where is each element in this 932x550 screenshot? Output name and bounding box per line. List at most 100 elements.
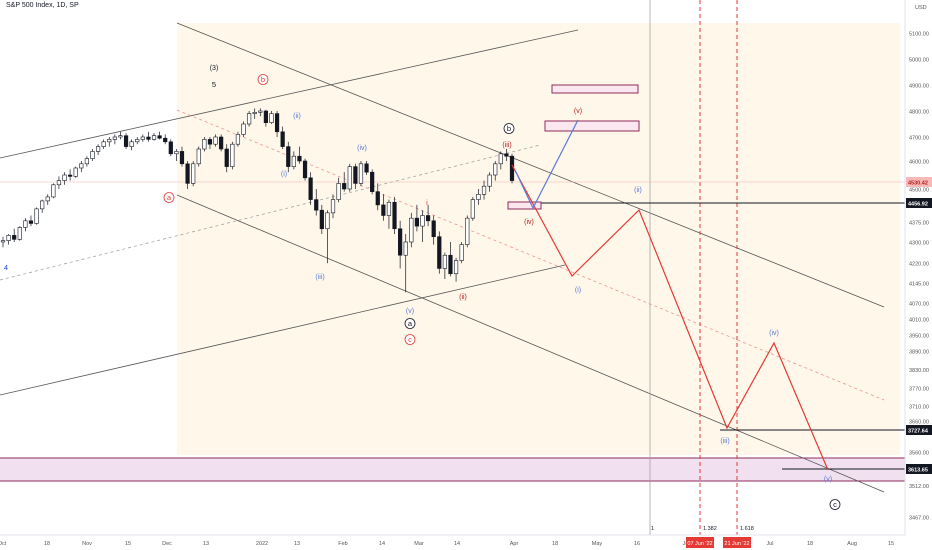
candle <box>437 231 442 274</box>
y-tick-label: 4800.00 <box>909 110 929 116</box>
wave-label-text: b <box>507 124 511 133</box>
y-tick-label: 3660.00 <box>909 420 929 426</box>
lower-channel-line <box>0 264 566 396</box>
candle-series <box>0 108 515 293</box>
wave-label-text: c <box>833 500 837 509</box>
candle <box>157 131 162 140</box>
candle <box>107 137 112 147</box>
x-tick-label: 18 <box>44 541 50 547</box>
candle <box>398 220 403 269</box>
candle <box>414 204 420 232</box>
wave-label-text: i <box>426 198 428 207</box>
candle <box>73 166 78 178</box>
wave-label-text: (ii) <box>634 187 642 194</box>
target-box-2 <box>544 120 640 132</box>
x-tick-label: 15 <box>125 541 131 547</box>
y-tick-label: 4220.00 <box>909 262 929 268</box>
candle <box>504 149 509 161</box>
candle <box>168 139 173 157</box>
x-tick-label: Apr <box>510 541 519 547</box>
y-tick-label: 3950.00 <box>909 334 929 340</box>
wave-label-text: (iii) <box>720 438 729 445</box>
candle <box>123 133 129 149</box>
wave-label-text: (i) <box>281 171 287 178</box>
wave-label: (iii) <box>315 274 324 281</box>
candle <box>291 151 296 170</box>
x-tick-label: May <box>592 541 603 547</box>
y-tick-label: 5100.00 <box>909 32 929 38</box>
candle <box>101 139 106 149</box>
x-tick-label: 13 <box>203 541 209 547</box>
candle <box>425 204 431 227</box>
y-tick-label: 4700.00 <box>909 136 929 142</box>
x-tick-label: 16 <box>634 541 640 547</box>
candle <box>163 134 168 145</box>
wave-label-text: 4 <box>4 263 8 272</box>
candle <box>45 194 50 205</box>
candle <box>314 189 319 216</box>
candle <box>364 161 369 175</box>
price-label: 4530.42 <box>906 177 932 187</box>
candle <box>196 146 201 167</box>
wave-label-text: a <box>167 193 172 202</box>
wave-label: (v) <box>406 308 414 315</box>
wave-label-text: (v) <box>406 308 414 315</box>
candle <box>453 257 459 282</box>
candle <box>252 108 257 119</box>
candle <box>409 212 414 248</box>
candle <box>286 141 291 173</box>
wave-label: (iv) <box>357 145 367 152</box>
support-zone <box>0 458 932 481</box>
target-box-3 <box>507 201 542 210</box>
candle <box>241 121 246 137</box>
wave-label: (ii) <box>459 294 467 301</box>
candle <box>280 126 285 149</box>
wave-label: (v) <box>574 108 582 115</box>
candle <box>151 133 157 141</box>
date-label: 21 Jun '22 <box>723 537 751 548</box>
x-tick-label: 18 <box>552 541 558 547</box>
x-tick-label: Nov <box>82 541 92 547</box>
price-axis: 5100.00 5000.00 4900.00 4800.00 4700.00 4600.… <box>904 0 932 550</box>
candle <box>347 163 352 192</box>
wave-label-text: (ii) <box>293 113 301 120</box>
candle <box>297 146 302 164</box>
y-tick-label: 5000.00 <box>909 58 929 64</box>
candle <box>330 194 336 219</box>
candle <box>95 144 101 155</box>
x-tick-label: 15 <box>888 541 894 547</box>
x-tick-label: 2022 <box>256 541 268 547</box>
candle <box>179 146 185 167</box>
down-channel-lower <box>176 194 885 493</box>
y-tick-label: 3890.00 <box>909 350 929 356</box>
candle <box>135 137 140 145</box>
price-label: 4456.92 <box>906 198 932 208</box>
wave-label-text: a <box>408 319 413 328</box>
candle <box>68 169 73 181</box>
candle <box>202 137 207 152</box>
svg-text:07 Jun '22: 07 Jun '22 <box>687 541 712 547</box>
price-label: 3613.65 <box>906 464 932 474</box>
y-tick-label: 3770.00 <box>909 387 929 393</box>
wave-label: c <box>404 334 416 345</box>
axis-overlays: 4530.42 4456.92 3727.64 3613.65 07 Jun '22 1.… <box>651 177 932 548</box>
background-layer <box>0 23 932 482</box>
trend-channels <box>0 0 905 535</box>
wave-label-text: c <box>408 335 412 344</box>
candle <box>12 228 17 242</box>
candle <box>465 215 470 248</box>
candle <box>174 149 179 161</box>
candle <box>392 196 397 235</box>
x-tick-label: Mar <box>414 541 424 547</box>
candle <box>431 215 436 245</box>
candle <box>476 189 481 205</box>
y-tick-label: 3512.00 <box>909 484 929 490</box>
fib-ratio-label: 1.382 <box>703 526 717 532</box>
price-label: 3727.64 <box>906 425 932 435</box>
candle <box>219 134 224 152</box>
candle <box>84 156 90 167</box>
wave-label: (iv) <box>769 330 779 337</box>
svg-text:21 Jun '22: 21 Jun '22 <box>724 541 749 547</box>
y-tick-label: 4070.00 <box>909 302 929 308</box>
